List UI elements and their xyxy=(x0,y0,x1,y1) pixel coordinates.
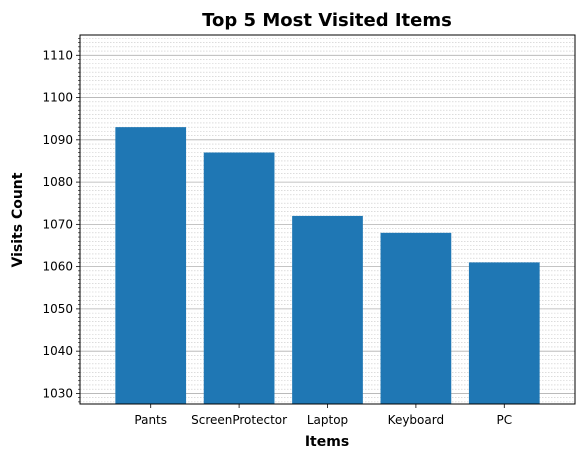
bar xyxy=(292,215,363,404)
x-tick-label: Keyboard xyxy=(388,413,444,427)
bar xyxy=(115,127,187,404)
y-tick-label: 1040 xyxy=(42,344,73,358)
chart-title: Top 5 Most Visited Items xyxy=(202,10,452,31)
x-tick-label: Pants xyxy=(134,413,167,427)
bar xyxy=(380,232,452,404)
y-tick-label: 1030 xyxy=(42,386,73,400)
y-tick-label: 1100 xyxy=(42,91,73,105)
y-tick-label: 1080 xyxy=(42,175,73,189)
y-tick-label: 1110 xyxy=(42,48,73,62)
x-tick-label: Laptop xyxy=(307,413,348,427)
y-tick-label: 1050 xyxy=(42,302,73,316)
bars xyxy=(115,127,540,404)
y-tick-label: 1090 xyxy=(42,133,73,147)
y-axis-ticks: 1030 1040 1050 1060 1070 1080 1090 1100 1110 xyxy=(42,38,80,403)
y-axis-label: Visits Count xyxy=(10,172,26,267)
bar xyxy=(468,262,540,404)
x-tick-label: PC xyxy=(496,413,512,427)
y-tick-label: 1070 xyxy=(42,217,73,231)
x-axis-label: Items xyxy=(305,434,349,450)
bar xyxy=(203,152,275,404)
x-tick-label: ScreenProtector xyxy=(191,413,287,427)
x-axis-ticks: Pants ScreenProtector Laptop Keyboard PC xyxy=(134,404,512,427)
y-tick-label: 1060 xyxy=(42,260,73,274)
